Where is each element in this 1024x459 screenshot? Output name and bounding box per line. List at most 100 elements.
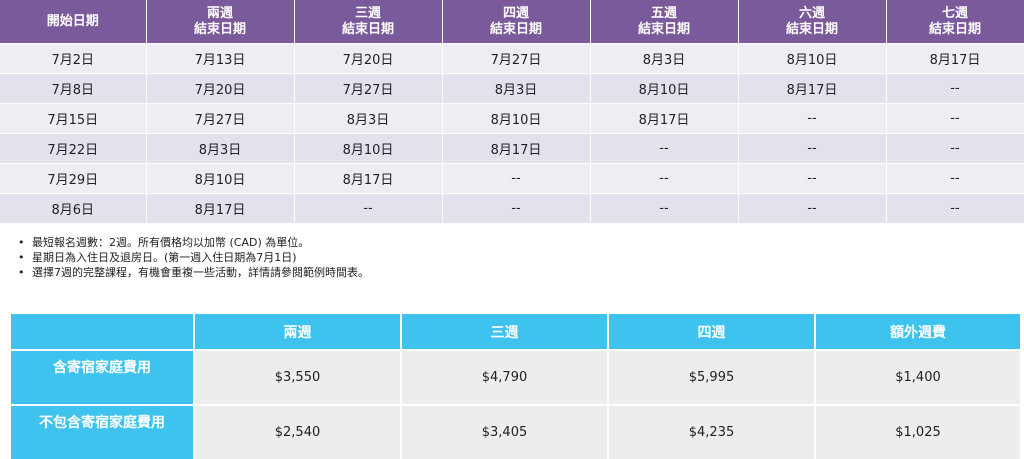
end-date-cell: 7月20日 <box>294 43 443 74</box>
header-label: 四週 <box>502 5 529 21</box>
end-date-cell: 8月10日 <box>738 43 887 74</box>
end-date-cell: 7月20日 <box>146 73 295 104</box>
bullet-icon: • <box>18 236 25 249</box>
start-date-cell: 7月22日 <box>0 133 147 164</box>
price-cell: $1,400 <box>815 349 1022 405</box>
price-cell: $4,235 <box>608 404 816 459</box>
end-date-cell: -- <box>442 163 591 194</box>
header-label: 三週 <box>354 5 381 21</box>
header-sublabel: 結束日期 <box>193 21 246 37</box>
pricing-header-row: 兩週 三週 四週 額外週費 <box>11 314 1022 350</box>
price-cell: $1,025 <box>815 404 1022 459</box>
schedule-row: 7月2日 7月13日 7月20日 7月27日 8月3日 8月10日 8月17日 <box>0 43 1024 74</box>
pricing-corner <box>11 314 195 350</box>
pricing-header-2-weeks: 兩週 <box>194 314 402 350</box>
end-date-cell: 8月10日 <box>146 163 295 194</box>
end-date-cell: 8月10日 <box>442 103 591 134</box>
note-item: • 星期日為入住日及退房日。(第一週入住日期為7月1日) <box>18 250 369 265</box>
end-date-cell: 8月17日 <box>146 193 295 223</box>
header-5-weeks: 五週 結束日期 <box>590 0 739 44</box>
start-date-cell: 7月2日 <box>0 43 147 74</box>
price-cell: $5,995 <box>608 349 816 405</box>
end-date-cell: 7月13日 <box>146 43 295 74</box>
end-date-cell: 7月27日 <box>146 103 295 134</box>
end-date-cell: 8月10日 <box>294 133 443 164</box>
price-cell: $3,550 <box>194 349 402 405</box>
pricing-header-3-weeks: 三週 <box>401 314 609 350</box>
pricing-header-4-weeks: 四週 <box>608 314 816 350</box>
notes-list: • 最短報名週數：2週。所有價格均以加幣 (CAD) 為單位。 • 星期日為入住日及退… <box>18 235 369 280</box>
end-date-cell: -- <box>738 193 887 223</box>
end-date-cell: 8月17日 <box>886 43 1024 74</box>
end-date-cell: 8月3日 <box>294 103 443 134</box>
pricing-row-label: 不包含寄宿家庭費用 <box>11 404 195 459</box>
end-date-cell: 8月3日 <box>590 43 739 74</box>
header-sublabel: 結束日期 <box>928 21 981 37</box>
schedule-row: 7月29日 8月10日 8月17日 -- -- -- -- <box>0 163 1024 194</box>
note-text: 最短報名週數：2週。所有價格均以加幣 (CAD) 為單位。 <box>32 236 310 249</box>
header-label: 開始日期 <box>46 13 99 29</box>
start-date-cell: 7月8日 <box>0 73 147 104</box>
end-date-cell: -- <box>590 133 739 164</box>
pricing-row: 含寄宿家庭費用 $3,550 $4,790 $5,995 $1,400 <box>11 349 1022 405</box>
end-date-cell: -- <box>886 163 1024 194</box>
end-date-cell: -- <box>738 163 887 194</box>
pricing-row: 不包含寄宿家庭費用 $2,540 $3,405 $4,235 $1,025 <box>11 404 1022 459</box>
note-item: • 最短報名週數：2週。所有價格均以加幣 (CAD) 為單位。 <box>18 235 369 250</box>
note-text: 選擇7週的完整課程，有機會重複一些活動，詳情請參閱範例時間表。 <box>32 266 369 279</box>
pricing-header-extra-week: 額外週費 <box>815 314 1022 350</box>
schedule-row: 7月22日 8月3日 8月10日 8月17日 -- -- -- <box>0 133 1024 164</box>
pricing-body: 含寄宿家庭費用 $3,550 $4,790 $5,995 $1,400 不包含寄宿家庭費用… <box>11 349 1022 459</box>
pricing-table: 兩週 三週 四週 額外週費 含寄宿家庭費用 $3,550 $4,790 $5,995 $… <box>11 314 1022 459</box>
header-sublabel: 結束日期 <box>341 21 394 37</box>
bullet-icon: • <box>18 251 25 264</box>
price-cell: $4,790 <box>401 349 609 405</box>
end-date-cell: 8月17日 <box>294 163 443 194</box>
end-date-cell: 8月3日 <box>146 133 295 164</box>
end-date-cell: -- <box>886 193 1024 223</box>
end-date-cell: -- <box>590 163 739 194</box>
end-date-cell: 8月17日 <box>442 133 591 164</box>
header-label: 六週 <box>798 5 825 21</box>
schedule-header-row: 開始日期 兩週 結束日期 三週 結束日期 四週 結束日期 五週 結束日期 六週 結束日期 … <box>0 0 1024 44</box>
end-date-cell: -- <box>886 103 1024 134</box>
start-date-cell: 7月15日 <box>0 103 147 134</box>
header-6-weeks: 六週 結束日期 <box>738 0 887 44</box>
header-sublabel: 結束日期 <box>489 21 542 37</box>
header-2-weeks: 兩週 結束日期 <box>146 0 295 44</box>
bullet-icon: • <box>18 266 25 279</box>
start-date-cell: 8月6日 <box>0 193 147 223</box>
end-date-cell: -- <box>886 73 1024 104</box>
header-label: 五週 <box>650 5 677 21</box>
end-date-cell: 8月17日 <box>590 103 739 134</box>
start-date-cell: 7月29日 <box>0 163 147 194</box>
note-text: 星期日為入住日及退房日。(第一週入住日期為7月1日) <box>32 251 297 264</box>
schedule-row: 7月15日 7月27日 8月3日 8月10日 8月17日 -- -- <box>0 103 1024 134</box>
end-date-cell: 8月3日 <box>442 73 591 104</box>
end-date-cell: -- <box>886 133 1024 164</box>
end-date-cell: -- <box>294 193 443 223</box>
header-3-weeks: 三週 結束日期 <box>294 0 443 44</box>
schedule-row: 8月6日 8月17日 -- -- -- -- -- <box>0 193 1024 223</box>
schedule-table: 開始日期 兩週 結束日期 三週 結束日期 四週 結束日期 五週 結束日期 六週 結束日期 … <box>0 0 1024 223</box>
note-item: • 選擇7週的完整課程，有機會重複一些活動，詳情請參閱範例時間表。 <box>18 265 369 280</box>
end-date-cell: -- <box>590 193 739 223</box>
header-sublabel: 結束日期 <box>785 21 838 37</box>
end-date-cell: -- <box>738 103 887 134</box>
price-cell: $2,540 <box>194 404 402 459</box>
header-start-date: 開始日期 <box>0 0 147 44</box>
end-date-cell: 8月10日 <box>590 73 739 104</box>
header-4-weeks: 四週 結束日期 <box>442 0 591 44</box>
schedule-row: 7月8日 7月20日 7月27日 8月3日 8月10日 8月17日 -- <box>0 73 1024 104</box>
header-label: 七週 <box>941 5 968 21</box>
schedule-body: 7月2日 7月13日 7月20日 7月27日 8月3日 8月10日 8月17日 7月8日 7月2… <box>0 43 1024 223</box>
end-date-cell: -- <box>738 133 887 164</box>
header-7-weeks: 七週 結束日期 <box>886 0 1024 44</box>
header-sublabel: 結束日期 <box>637 21 690 37</box>
pricing-row-label: 含寄宿家庭費用 <box>11 349 195 405</box>
end-date-cell: 7月27日 <box>294 73 443 104</box>
price-cell: $3,405 <box>401 404 609 459</box>
end-date-cell: 8月17日 <box>738 73 887 104</box>
end-date-cell: 7月27日 <box>442 43 591 74</box>
